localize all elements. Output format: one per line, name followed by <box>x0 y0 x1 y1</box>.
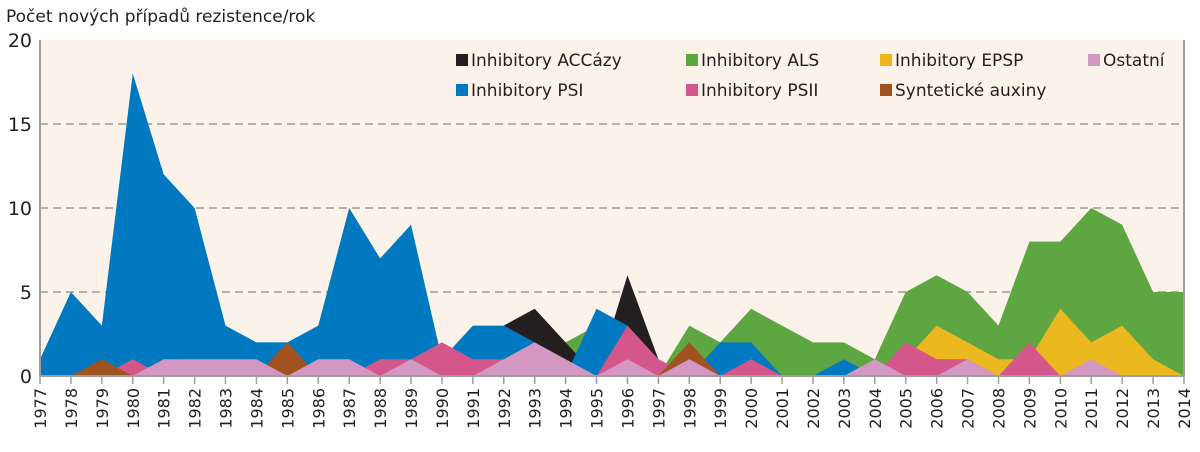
x-tick-label: 1983 <box>217 388 236 429</box>
y-tick-label: 20 <box>8 30 32 52</box>
legend-swatch <box>1088 54 1100 66</box>
x-tick-label: 2010 <box>1051 388 1070 429</box>
legend-label: Syntetické auxiny <box>895 81 1046 101</box>
series-inhibitory-epsp <box>40 308 1184 376</box>
legend-item: Inhibitory EPSP <box>880 51 1023 71</box>
area-series <box>40 208 1184 376</box>
x-tick-label: 1979 <box>93 388 112 429</box>
legend-item: Inhibitory ALS <box>686 51 819 71</box>
x-tick-label: 2004 <box>866 388 885 429</box>
y-tick-label: 15 <box>8 114 32 136</box>
x-tick-label: 2014 <box>1175 388 1194 429</box>
x-tick-label: 1991 <box>464 388 483 429</box>
x-tick-label: 1982 <box>186 388 205 429</box>
x-tick-label: 2003 <box>835 388 854 429</box>
y-axis-label: Počet nových případů rezistence/rok <box>6 7 315 27</box>
legend-label: Inhibitory ALS <box>701 51 819 71</box>
legend-swatch <box>686 54 698 66</box>
legend-item: Inhibitory PSII <box>686 81 818 101</box>
x-tick-label: 2006 <box>928 388 947 429</box>
x-tick-label: 1997 <box>649 388 668 429</box>
x-tick-label: 2001 <box>773 388 792 429</box>
y-tick-label: 0 <box>20 366 32 388</box>
y-tick-label: 5 <box>20 282 32 304</box>
legend-item: Syntetické auxiny <box>880 81 1046 101</box>
x-tick-label: 2000 <box>742 388 761 429</box>
legend-swatch <box>456 54 468 66</box>
area-series <box>40 342 1184 376</box>
x-tick-label: 1994 <box>557 388 576 429</box>
area-series <box>40 73 1184 376</box>
series-inhibitory-psii <box>40 325 1184 376</box>
x-tick-label: 1984 <box>247 388 266 429</box>
legend-label: Inhibitory PSII <box>701 81 818 101</box>
legend-swatch <box>686 84 698 96</box>
x-tick-label: 1990 <box>433 388 452 429</box>
legend-item: Inhibitory ACCázy <box>456 51 622 71</box>
x-tick-label: 2011 <box>1082 388 1101 429</box>
x-tick-label: 1999 <box>711 388 730 429</box>
x-tick-label: 2002 <box>804 388 823 429</box>
x-tick-label: 2008 <box>989 388 1008 429</box>
legend-label: Inhibitory ACCázy <box>471 51 622 71</box>
x-tick-label: 2012 <box>1113 388 1132 429</box>
legend: Inhibitory ACCázy Inhibitory ALS Inhibitor… <box>456 51 1166 101</box>
series-inhibitory-psi <box>40 73 1184 376</box>
area-series <box>40 325 1184 376</box>
legend-label: Inhibitory PSI <box>471 81 583 101</box>
x-tick-label: 1996 <box>618 388 637 429</box>
area-series <box>40 308 1184 376</box>
x-tick-label: 1980 <box>124 388 143 429</box>
series-inhibitory-als <box>40 208 1184 376</box>
legend-swatch <box>456 84 468 96</box>
legend-item: Ostatní <box>1088 51 1166 71</box>
x-tick-label: 1987 <box>340 388 359 429</box>
legend-label: Ostatní <box>1103 51 1166 71</box>
x-tick-label: 2009 <box>1020 388 1039 429</box>
series-ostatní <box>40 342 1184 376</box>
y-tick-label: 10 <box>8 198 32 220</box>
x-tick-label: 1989 <box>402 388 421 429</box>
legend-item: Inhibitory PSI <box>456 81 583 101</box>
x-tick-label: 1985 <box>278 388 297 429</box>
x-tick-label: 2007 <box>959 388 978 429</box>
x-tick-label: 1981 <box>155 388 174 429</box>
x-tick-label: 1986 <box>309 388 328 429</box>
x-tick-label: 1998 <box>680 388 699 429</box>
x-tick-label: 1992 <box>495 388 514 429</box>
x-tick-label: 1988 <box>371 388 390 429</box>
x-tick-label: 2005 <box>897 388 916 429</box>
x-tick-label: 1977 <box>31 388 50 429</box>
x-tick-label: 1993 <box>526 388 545 429</box>
legend-swatch <box>880 54 892 66</box>
x-tick-label: 1995 <box>588 388 607 429</box>
x-tick-label: 2013 <box>1144 388 1163 429</box>
legend-label: Inhibitory EPSP <box>895 51 1023 71</box>
legend-swatch <box>880 84 892 96</box>
x-tick-label: 1978 <box>62 388 81 429</box>
